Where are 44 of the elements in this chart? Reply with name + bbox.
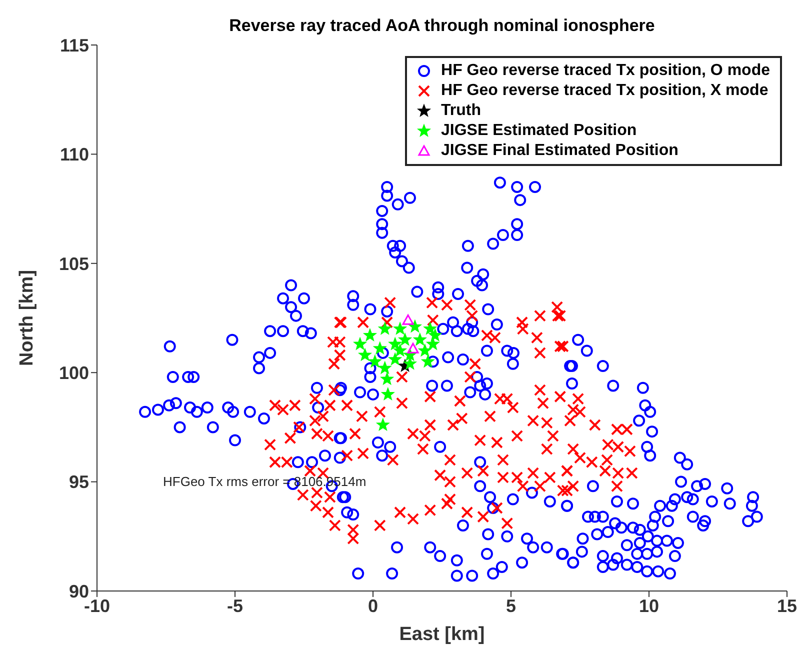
x-tick-label: 5 (506, 596, 516, 616)
legend-label: Truth (441, 102, 482, 120)
point (382, 388, 394, 400)
y-axis-title: North [km] (16, 270, 38, 366)
point (358, 348, 372, 360)
y-tick-label: 95 (68, 472, 89, 492)
legend-label: HF Geo reverse traced Tx position, O mode (441, 62, 770, 80)
point (408, 320, 422, 332)
y-tick-label: 105 (58, 254, 89, 274)
point (402, 314, 414, 325)
point (354, 338, 366, 350)
y-tick-label: 110 (60, 144, 89, 165)
chart-title: Reverse ray traced AoA through nominal ionosphere (228, 16, 656, 36)
point (368, 355, 382, 368)
point (426, 338, 440, 350)
x-axis-title: East [km] (399, 624, 485, 645)
point (414, 333, 426, 346)
point (404, 357, 416, 370)
point (364, 328, 376, 341)
x-tick-label: 0 (368, 596, 378, 616)
y-tick-label: 115 (60, 35, 89, 56)
legend-label: JIGSE Final Estimated Position (441, 142, 678, 160)
point (376, 418, 390, 430)
point (424, 322, 436, 334)
point (378, 322, 392, 334)
point (422, 355, 434, 368)
point (407, 342, 419, 354)
legend-label: HF Geo reverse traced Tx position, X mode (441, 82, 768, 100)
point (374, 342, 386, 354)
point (394, 322, 406, 334)
point (428, 328, 442, 341)
point (388, 352, 402, 365)
point (418, 344, 432, 356)
point (380, 372, 394, 385)
point (388, 338, 402, 350)
y-tick-label: 100 (58, 362, 89, 383)
legend-label: JIGSE Estimated Position (441, 122, 637, 140)
point (398, 333, 412, 346)
x-tick-label: 10 (638, 596, 660, 616)
y-tick-label: 90 (68, 581, 89, 602)
x-tick-label: -5 (226, 596, 244, 616)
point (378, 362, 392, 374)
x-tick-label: 15 (776, 596, 798, 616)
point (394, 344, 406, 356)
